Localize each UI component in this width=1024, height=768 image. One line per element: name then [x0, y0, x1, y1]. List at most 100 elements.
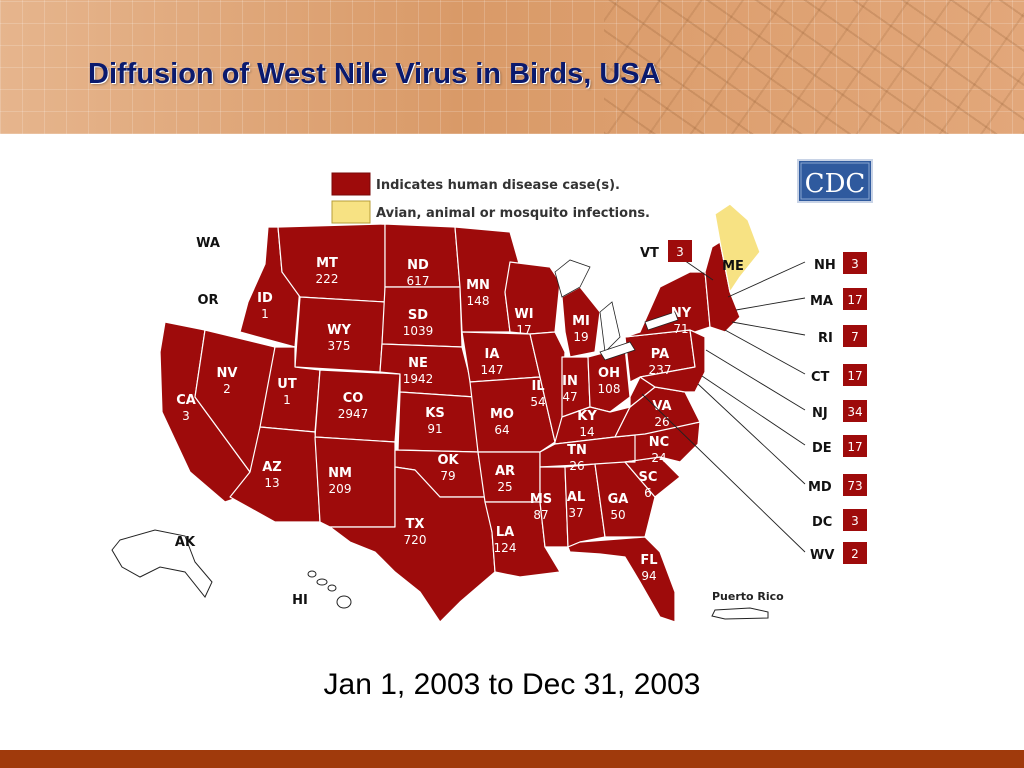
- state-label-wi: WI: [514, 307, 533, 322]
- legend-label-human: Indicates human disease case(s).: [376, 178, 620, 193]
- state-count-ut: 1: [283, 393, 291, 407]
- callout-ri: RI 7: [818, 325, 867, 347]
- state-count-pa: 237: [649, 363, 672, 377]
- state-shape-nj-de-md: [639, 329, 706, 393]
- state-count-mt: 222: [316, 272, 339, 286]
- state-count-nv: 2: [223, 382, 231, 396]
- callout-count-ma: 17: [847, 293, 862, 307]
- state-count-tn: 26: [569, 459, 584, 473]
- state-shape-wi: [504, 261, 561, 335]
- callout-count-ri: 7: [851, 330, 859, 344]
- callout-dc: DC 3: [812, 509, 867, 531]
- footer-bar: [0, 750, 1024, 768]
- date-range-caption: Jan 1, 2003 to Dec 31, 2003: [323, 668, 701, 701]
- banner-grid-pattern: [0, 0, 1024, 134]
- state-count-tx: 720: [404, 533, 427, 547]
- state-label-or: OR: [197, 293, 218, 308]
- state-count-sc: 6: [644, 486, 652, 500]
- state-label-mo: MO: [490, 407, 514, 422]
- callout-abbr-nj: NJ: [812, 406, 828, 421]
- state-count-la: 124: [494, 541, 517, 555]
- state-shape-ga: [594, 461, 656, 538]
- state-label-ny: NY: [671, 306, 692, 321]
- callout-ct: CT 17: [811, 364, 867, 386]
- great-lakes: [554, 259, 679, 361]
- state-labels: WA OR CA 3 NV 2 ID 1 MT 222 WY 375 UT 1 …: [175, 236, 744, 608]
- state-shape-wa: [179, 211, 269, 265]
- callout-box-ma: [843, 288, 867, 310]
- callout-count-md: 73: [847, 479, 862, 493]
- state-count-ia: 147: [481, 363, 504, 377]
- state-label-ne: NE: [408, 356, 428, 371]
- callout-count-ct: 17: [847, 369, 862, 383]
- state-count-nm: 209: [329, 482, 352, 496]
- callout-box-nh: [843, 252, 867, 274]
- state-label-wa: WA: [196, 236, 220, 251]
- callout-count-nj: 34: [847, 405, 862, 419]
- cdc-logo: CDC: [797, 159, 873, 203]
- state-label-ok: OK: [437, 453, 459, 468]
- state-label-nd: ND: [407, 258, 429, 273]
- callout-box-de: [843, 435, 867, 457]
- state-count-fl: 94: [641, 569, 656, 583]
- state-label-ky: KY: [577, 409, 597, 424]
- state-label-wy: WY: [327, 323, 351, 338]
- outlying-shapes: Puerto Rico: [111, 529, 784, 620]
- state-label-ut: UT: [277, 377, 297, 392]
- state-label-ak: AK: [175, 535, 196, 550]
- banner-street-map-pattern: [604, 0, 1024, 134]
- state-label-ar: AR: [495, 464, 515, 479]
- callout-nh: NH 3: [814, 252, 867, 274]
- map-legend: Indicates human disease case(s). Avian, …: [331, 172, 650, 224]
- state-count-il: 54: [530, 395, 545, 409]
- state-count-az: 13: [264, 476, 279, 490]
- callout-box-nj: [843, 400, 867, 422]
- state-count-ne: 1942: [403, 372, 434, 386]
- state-shape-ak: [111, 529, 213, 598]
- state-count-id: 1: [261, 307, 269, 321]
- state-label-ia: IA: [485, 347, 500, 362]
- callout-count-dc: 3: [851, 514, 859, 528]
- small-state-callouts: VT 3 NH 3 MA 17 RI 7 CT 17 NJ 34: [640, 240, 867, 564]
- callout-abbr-de: DE: [812, 441, 832, 456]
- state-label-ga: GA: [608, 492, 629, 507]
- callout-ma: MA 17: [810, 288, 867, 310]
- state-shape-ms: [539, 466, 569, 548]
- state-count-wy: 375: [328, 339, 351, 353]
- callout-box-wv: [843, 542, 867, 564]
- state-shape-mo: [469, 376, 556, 453]
- state-label-il: IL: [531, 379, 544, 394]
- state-count-ks: 91: [427, 422, 442, 436]
- callout-abbr-vt: VT: [640, 246, 659, 261]
- callout-vt: VT 3: [640, 240, 692, 262]
- state-label-nc: NC: [649, 435, 669, 450]
- state-count-nd: 617: [407, 274, 430, 288]
- header-banner: [0, 0, 1024, 134]
- state-shape-nm: [314, 436, 396, 528]
- state-shape-al: [564, 463, 606, 548]
- state-shape-tx: [329, 466, 496, 623]
- state-count-ca: 3: [182, 409, 190, 423]
- callout-count-wv: 2: [851, 547, 859, 561]
- legend-swatch-human: [331, 172, 371, 196]
- callout-box-md: [843, 474, 867, 496]
- state-label-me: ME: [722, 259, 744, 274]
- state-label-nm: NM: [328, 466, 352, 481]
- state-label-oh: OH: [598, 366, 620, 381]
- state-count-ga: 50: [610, 508, 625, 522]
- callout-box-vt: [668, 240, 692, 262]
- state-count-ny: 71: [673, 322, 688, 336]
- state-shape-new-england: [704, 241, 741, 333]
- territory-label-puerto-rico: Puerto Rico: [712, 590, 784, 603]
- callout-abbr-ma: MA: [810, 294, 833, 309]
- state-shapes: [159, 203, 761, 623]
- state-count-ar: 25: [497, 480, 512, 494]
- callout-abbr-nh: NH: [814, 258, 836, 273]
- state-label-co: CO: [343, 391, 364, 406]
- state-count-in: 47: [562, 390, 577, 404]
- state-label-hi: HI: [292, 593, 308, 608]
- callout-count-de: 17: [847, 440, 862, 454]
- state-shape-ny: [624, 271, 711, 338]
- cdc-logo-text: CDC: [805, 169, 866, 199]
- state-count-mi: 19: [573, 330, 588, 344]
